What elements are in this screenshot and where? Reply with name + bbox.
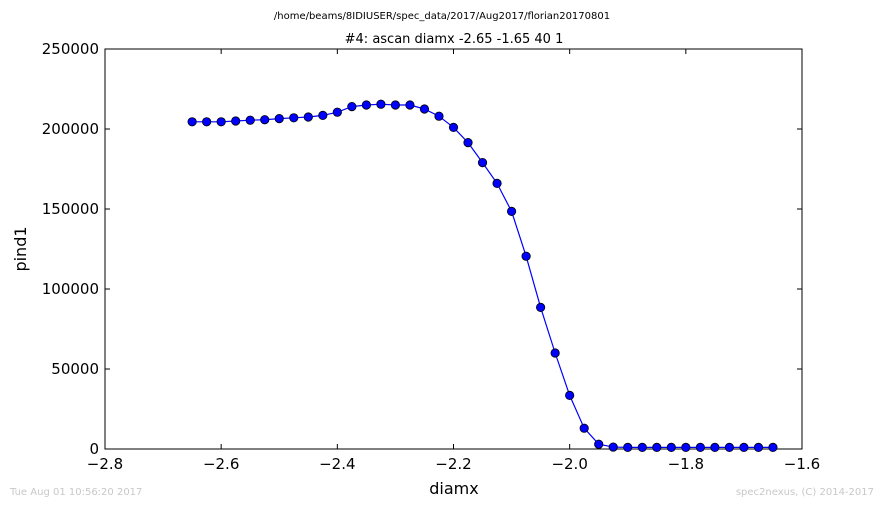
- data-point: [739, 442, 749, 452]
- x-tick-label: −1.8: [668, 455, 704, 473]
- data-point: [521, 251, 531, 261]
- y-axis-label: pind1: [11, 226, 30, 271]
- data-point: [231, 116, 241, 126]
- data-point: [448, 122, 459, 133]
- y-tick-label: 250000: [42, 40, 99, 58]
- y-tick-label: 200000: [42, 120, 99, 138]
- data-point: [506, 206, 517, 216]
- data-point: [332, 107, 342, 117]
- data-point: [419, 104, 430, 114]
- chart-title: #4: ascan diamx -2.65 -1.65 40 1: [345, 32, 564, 47]
- data-point: [274, 114, 284, 124]
- footer-timestamp: Tue Aug 01 10:56:20 2017: [10, 487, 143, 498]
- data-point: [260, 115, 270, 125]
- y-tick-label: 150000: [42, 200, 99, 218]
- data-point: [477, 158, 488, 168]
- chart-suptitle: /home/beams/8IDIUSER/spec_data/2017/Aug2…: [274, 11, 610, 22]
- y-tick-label: 100000: [42, 280, 99, 298]
- data-point: [492, 178, 502, 188]
- data-point: [724, 442, 734, 452]
- data-point: [216, 117, 226, 127]
- data-point: [695, 442, 705, 452]
- data-point: [579, 423, 589, 433]
- data-point: [187, 117, 197, 127]
- x-tick-label: −1.6: [784, 455, 820, 473]
- plot-frame: [104, 48, 803, 450]
- data-point: [768, 442, 778, 452]
- data-point: [565, 390, 575, 400]
- data-point: [753, 442, 764, 452]
- x-tick-label: −2.4: [319, 455, 355, 473]
- data-point: [463, 138, 473, 148]
- data-point: [550, 348, 560, 358]
- y-tick-label: 0: [89, 440, 99, 458]
- x-tick-label: −2.2: [435, 455, 471, 473]
- data-point: [637, 442, 647, 452]
- series-line: [192, 103, 773, 448]
- data-point: [318, 110, 328, 121]
- data-point: [390, 100, 401, 110]
- data-point: [434, 111, 444, 121]
- data-point: [347, 102, 357, 112]
- data-point: [536, 302, 546, 312]
- data-point: [594, 439, 604, 449]
- x-axis-label: diamx: [429, 479, 478, 498]
- data-point: [608, 442, 618, 452]
- plot-area: −2.8 −2.6 −2.4 −2.2 −2.0 −1.8 −1.6 0 50000 100000…: [42, 40, 820, 473]
- data-point: [361, 100, 371, 110]
- data-point: [623, 442, 633, 452]
- x-tick-label: −2.0: [551, 455, 587, 473]
- data-point: [405, 100, 415, 110]
- data-point: [245, 115, 255, 125]
- data-point: [376, 99, 386, 109]
- data-point: [303, 112, 313, 122]
- data-point: [681, 442, 691, 452]
- y-tick-label: 50000: [51, 360, 99, 378]
- x-tick-label: −2.8: [87, 455, 123, 473]
- data-point: [289, 113, 299, 123]
- data-point: [666, 442, 676, 452]
- footer-credit: spec2nexus, (C) 2014-2017: [735, 487, 874, 498]
- data-point: [202, 117, 212, 127]
- x-tick-label: −2.6: [203, 455, 239, 473]
- data-point: [710, 442, 720, 452]
- data-point: [652, 442, 662, 452]
